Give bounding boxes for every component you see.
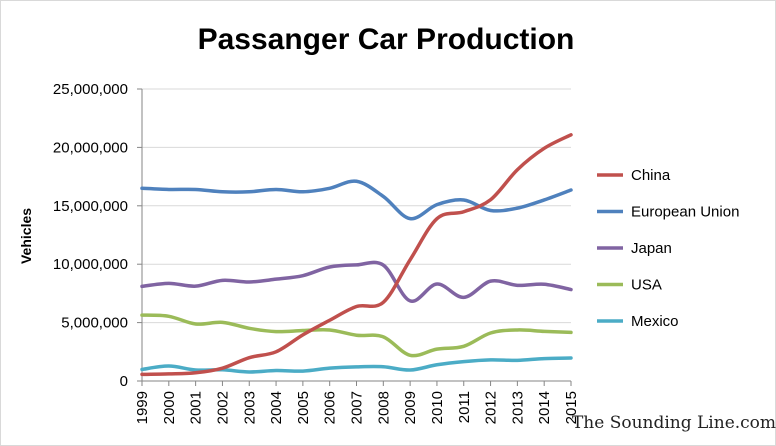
series-lines xyxy=(140,133,573,377)
x-tick-label: 2012 xyxy=(483,391,500,424)
y-axis-label: Vehicles xyxy=(18,208,34,264)
x-tick-label: 1999 xyxy=(134,391,151,424)
legend-label-china: China xyxy=(631,167,671,184)
legend: China European Union Japan USA Mexico xyxy=(597,167,739,330)
y-tick-label: 20,000,000 xyxy=(53,139,128,156)
x-tick-label: 2015 xyxy=(563,391,580,424)
series-line-china xyxy=(140,133,573,377)
legend-label-mexico: Mexico xyxy=(631,313,679,330)
x-tick-label: 2007 xyxy=(349,391,366,424)
series-line-japan xyxy=(140,260,573,303)
y-tick-label: 10,000,000 xyxy=(53,256,128,273)
x-tick-label: 2006 xyxy=(322,391,339,424)
series-line-european-union xyxy=(140,179,573,221)
legend-label-usa: USA xyxy=(631,277,662,294)
axes: 0 5,000,000 10,000,000 15,000,000 20,000,000… xyxy=(53,81,580,424)
x-tick-label: 2005 xyxy=(295,391,312,424)
x-tick-label: 2003 xyxy=(241,391,258,424)
y-tick-label: 5,000,000 xyxy=(61,315,128,332)
x-tick-label: 2014 xyxy=(536,391,553,424)
series-line-usa xyxy=(140,313,573,358)
x-tick-label: 2001 xyxy=(188,391,205,424)
x-tick-label: 2002 xyxy=(214,391,231,424)
y-tick-label: 25,000,000 xyxy=(53,81,128,98)
x-tick-label: 2004 xyxy=(268,391,285,424)
chart-title: Passanger Car Production xyxy=(198,23,575,56)
legend-label-european-union: European Union xyxy=(631,204,739,221)
grid-lines xyxy=(142,88,571,324)
x-tick-label: 2009 xyxy=(402,391,419,424)
credit-watermark: The Sounding Line.com xyxy=(572,413,776,433)
x-tick-label: 2000 xyxy=(161,391,178,424)
y-tick-label: 15,000,000 xyxy=(53,198,128,215)
x-tick-label: 2008 xyxy=(375,391,392,424)
y-tick-label: 0 xyxy=(120,373,128,390)
x-tick-label: 2010 xyxy=(429,391,446,424)
legend-label-japan: Japan xyxy=(631,240,672,257)
x-tick-label: 2011 xyxy=(456,391,473,423)
x-tick-label: 2013 xyxy=(509,391,526,424)
